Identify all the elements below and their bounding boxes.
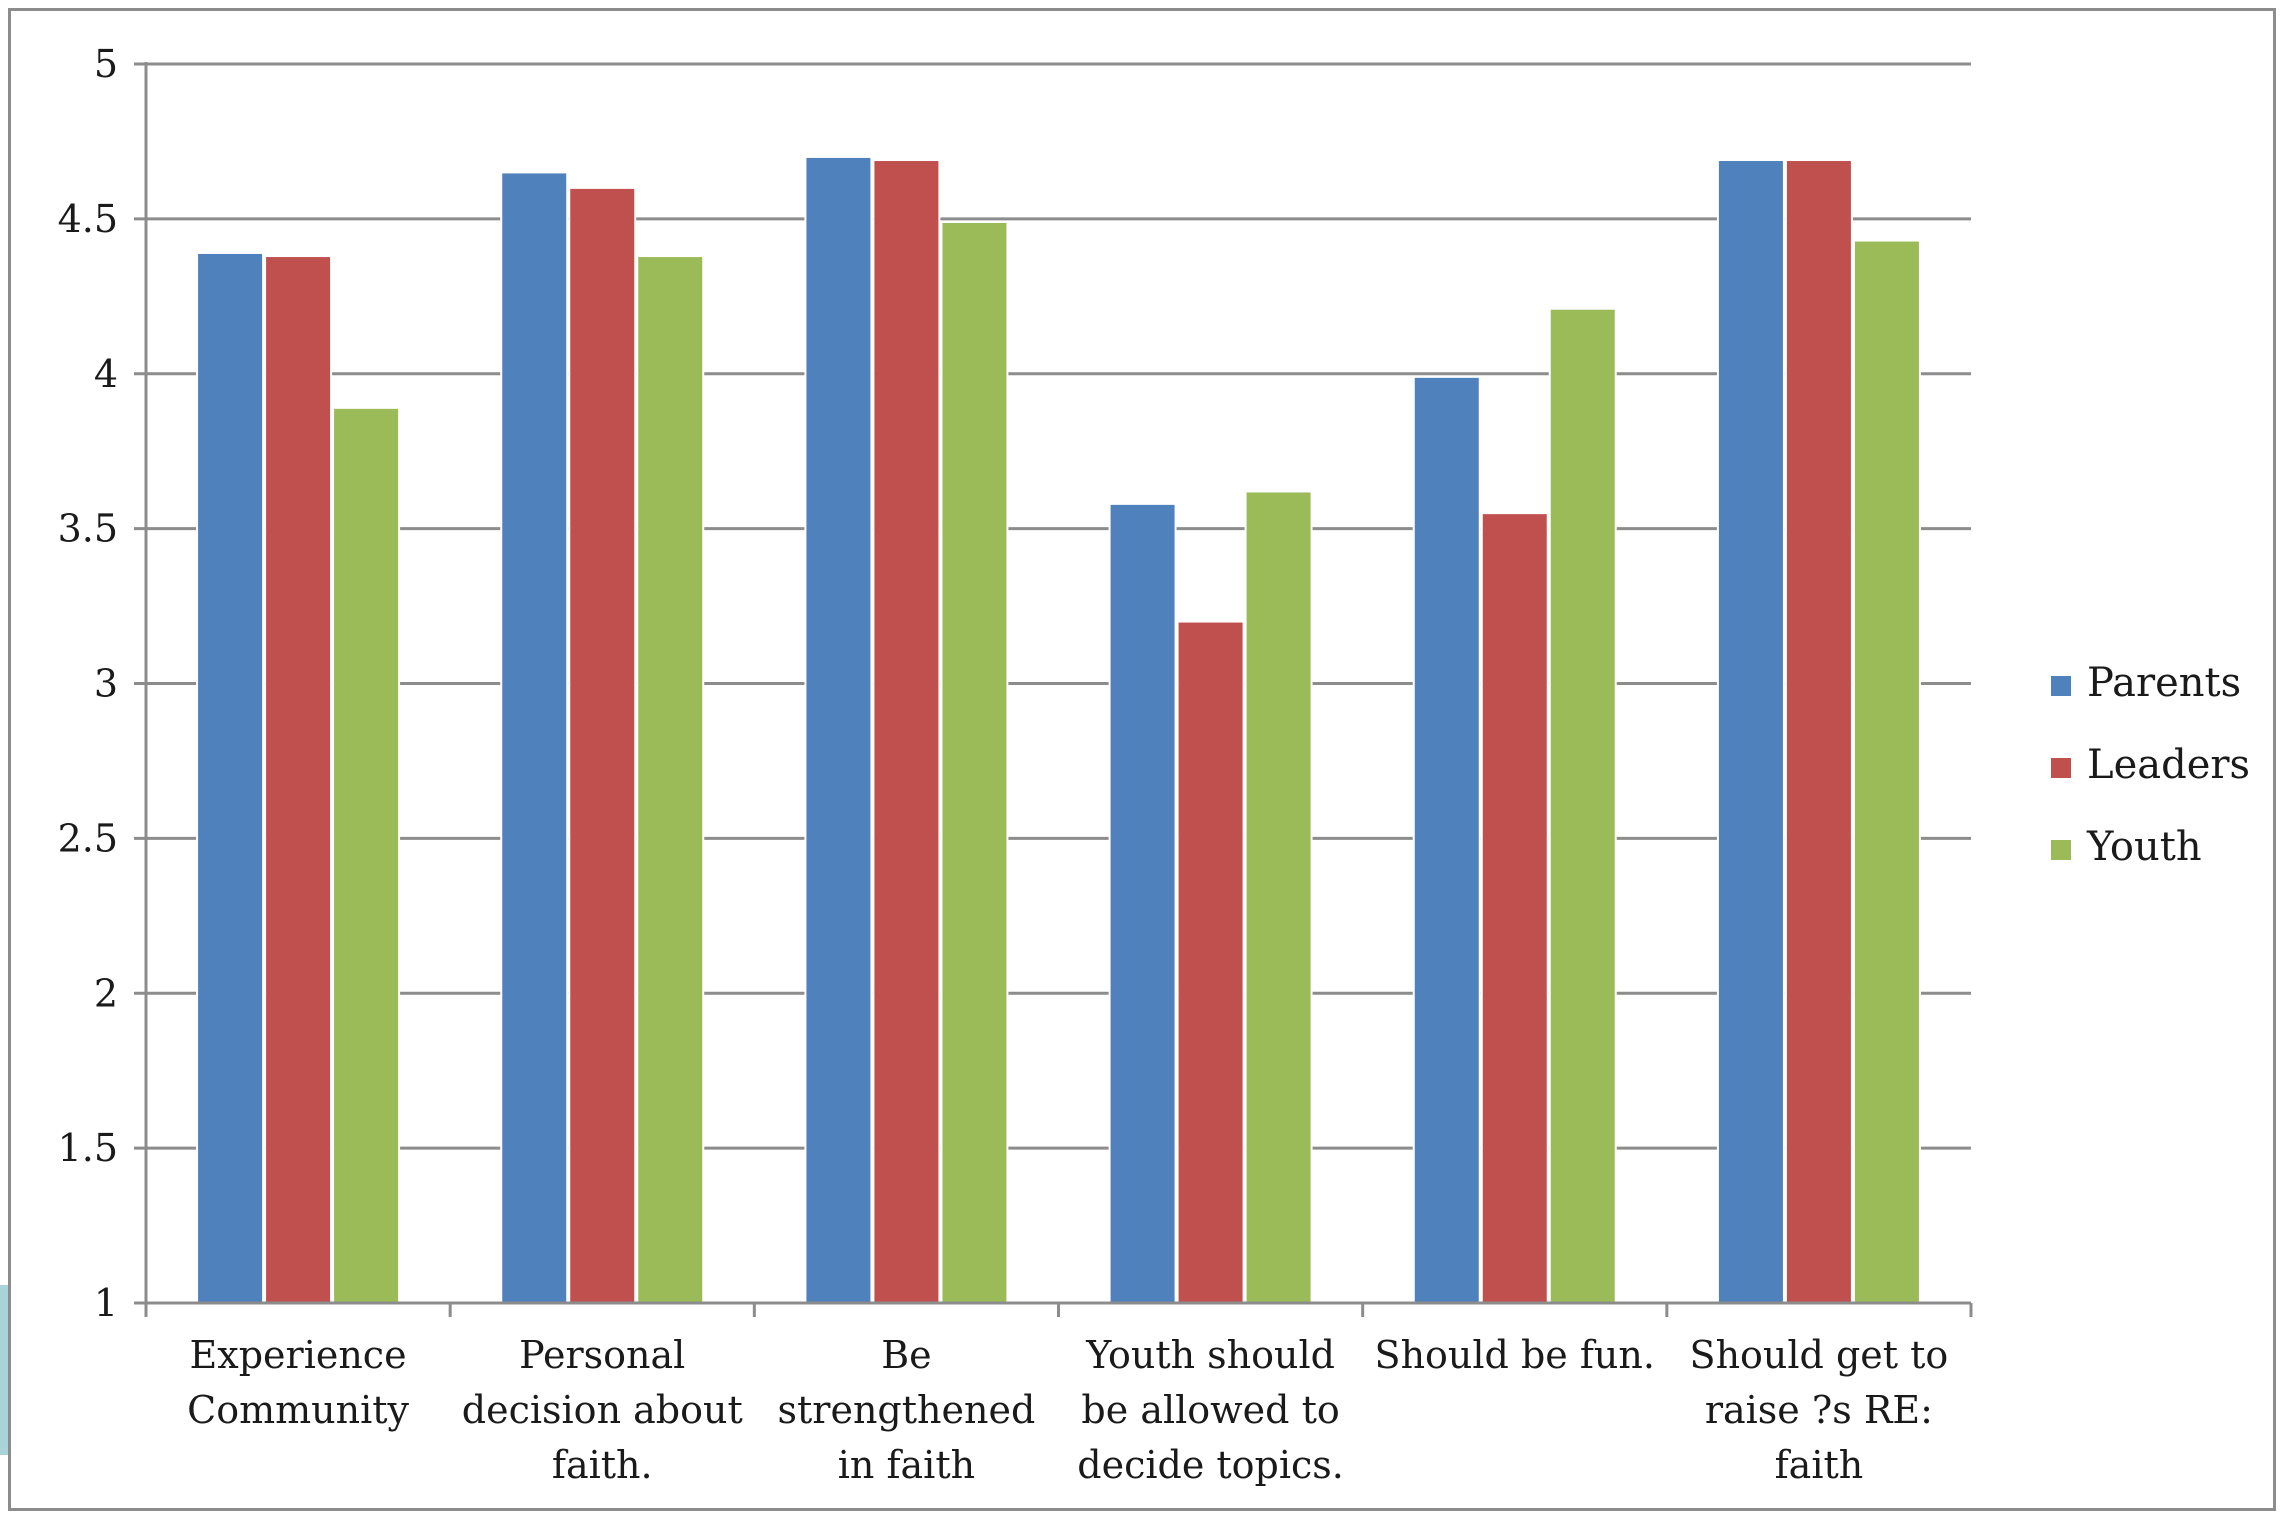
x-category-label: Should get to raise ?s RE: faith [1690,1333,1949,1487]
x-category-label: Be strengthened in faith [778,1333,1036,1487]
y-tick-label: 3.5 [58,507,118,551]
bar-youth [636,255,705,1304]
x-category-label-line: Personal [519,1333,685,1377]
slide-accent-strip [0,1285,8,1455]
chart-frame: 1 1.5 2 2.5 3 3.5 4 4.5 5 Experience Community Per… [8,8,2276,1511]
x-category-label-line: decision about [462,1388,743,1432]
y-tick-label: 1 [94,1281,118,1325]
bar-parents [196,251,265,1304]
x-category-label-line: Experience [190,1333,407,1377]
y-tick-label: 2 [94,971,118,1015]
bar-parents [804,155,873,1304]
bar-youth [1852,239,1921,1304]
x-category-labels: Experience Community Personal decision abou… [187,1333,1948,1487]
y-tick-label: 5 [94,42,118,86]
x-category-label: Should be fun. [1375,1333,1655,1377]
bar-youth [332,406,401,1304]
x-category-label-line: Should be fun. [1375,1333,1655,1377]
bar-leaders [1176,620,1245,1304]
x-category-label: Experience Community [187,1333,409,1432]
x-category-label-line: in faith [838,1443,975,1487]
x-category-label-line: raise ?s RE: [1705,1388,1933,1432]
bar-parents [1108,502,1177,1305]
x-category-label-line: strengthened [778,1388,1036,1432]
bar-leaders [568,186,637,1304]
bar-parents [1716,159,1785,1305]
x-category-label-line: Youth should [1085,1333,1335,1377]
bar-parents [500,171,569,1305]
x-category-label-line: faith. [552,1443,653,1487]
chart-svg: 1 1.5 2 2.5 3 3.5 4 4.5 5 Experience Community Per… [58,42,2250,1487]
grid-lines [146,62,1971,1150]
bar-leaders [264,255,333,1304]
y-tick-label: 2.5 [58,816,118,860]
y-tick-labels: 1 1.5 2 2.5 3 3.5 4 4.5 5 [58,42,118,1325]
bar-youth [1244,490,1313,1304]
legend: Parents Leaders Youth [2051,660,2250,870]
legend-label-leaders: Leaders [2087,742,2250,788]
legend-swatch-leaders [2051,758,2071,778]
bar-leaders [1480,512,1549,1304]
x-category-label-line: Should get to [1690,1333,1949,1377]
bar-leaders [1784,159,1853,1305]
legend-label-parents: Parents [2087,660,2241,706]
y-tick-label: 1.5 [58,1126,118,1170]
y-tick-label: 3 [94,662,118,706]
x-category-label-line: Community [187,1388,409,1432]
bar-youth [940,220,1009,1304]
x-category-label: Youth should be allowed to decide topics. [1077,1333,1344,1487]
axes [134,62,1973,1317]
bar-leaders [872,159,941,1305]
legend-swatch-parents [2051,676,2071,696]
x-category-label: Personal decision about faith. [462,1333,743,1487]
x-category-label-line: faith [1775,1443,1864,1487]
bar-parents [1412,375,1481,1305]
x-category-label-line: decide topics. [1077,1443,1344,1487]
legend-label-youth: Youth [2086,824,2202,870]
x-category-label-line: be allowed to [1081,1388,1339,1432]
y-tick-label: 4 [94,352,118,396]
bars [196,155,1921,1305]
y-tick-label: 4.5 [58,197,118,241]
bar-youth [1548,307,1617,1304]
legend-swatch-youth [2051,840,2071,860]
x-category-label-line: Be [881,1333,931,1377]
